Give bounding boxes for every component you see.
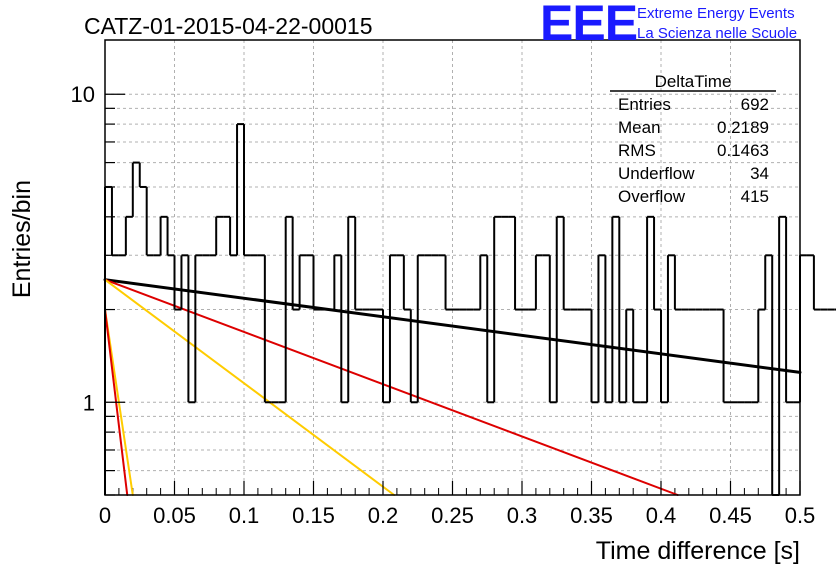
stats-value: 34 <box>750 164 769 183</box>
stats-value: 692 <box>741 95 769 114</box>
x-tick-label: 0.45 <box>709 503 752 528</box>
fit-curve <box>104 278 396 496</box>
stats-label: Underflow <box>618 164 695 183</box>
logo-line-2: La Scienza nelle Scuole <box>637 25 797 42</box>
x-tick-label: 0 <box>99 503 111 528</box>
y-tick-label: 1 <box>83 390 95 415</box>
x-tick-label: 0.4 <box>646 503 677 528</box>
stats-box: DeltaTime Entries 692 Mean 0.2189 RMS 0.1463 U… <box>610 72 776 206</box>
axis-ticks: 0 0.05 0.1 0.15 0.2 0.25 0.3 0.35 0.4 0.45 0.5 1 10 <box>71 82 816 528</box>
x-tick-label: 0.35 <box>570 503 613 528</box>
stats-title: DeltaTime <box>655 72 732 91</box>
y-tick-label: 10 <box>71 82 95 107</box>
stats-value: 0.2189 <box>717 118 769 137</box>
stats-label: Entries <box>618 95 671 114</box>
run-title: CATZ-01-2015-04-22-00015 <box>84 13 373 39</box>
x-tick-label: 0.05 <box>153 503 196 528</box>
y-axis-title: Entries/bin <box>8 180 36 298</box>
x-tick-label: 0.5 <box>785 503 816 528</box>
stats-value: 415 <box>741 187 769 206</box>
x-tick-label: 0.15 <box>292 503 335 528</box>
x-axis-title: Time difference [s] <box>596 537 800 565</box>
x-tick-label: 0.1 <box>229 503 260 528</box>
fit-curve <box>103 278 802 374</box>
x-tick-label: 0.3 <box>507 503 538 528</box>
stats-label: Mean <box>618 118 661 137</box>
eee-logo: EEE <box>540 0 637 51</box>
x-tick-label: 0.2 <box>368 503 399 528</box>
x-tick-label: 0.25 <box>431 503 474 528</box>
logo-line-1: Extreme Energy Events <box>637 5 795 22</box>
stats-value: 0.1463 <box>717 141 769 160</box>
stats-label: Overflow <box>618 187 686 206</box>
fit-curve <box>104 278 679 496</box>
stats-label: RMS <box>618 141 656 160</box>
stats-rows: Entries 692 Mean 0.2189 RMS 0.1463 Underflow 34… <box>618 95 769 206</box>
